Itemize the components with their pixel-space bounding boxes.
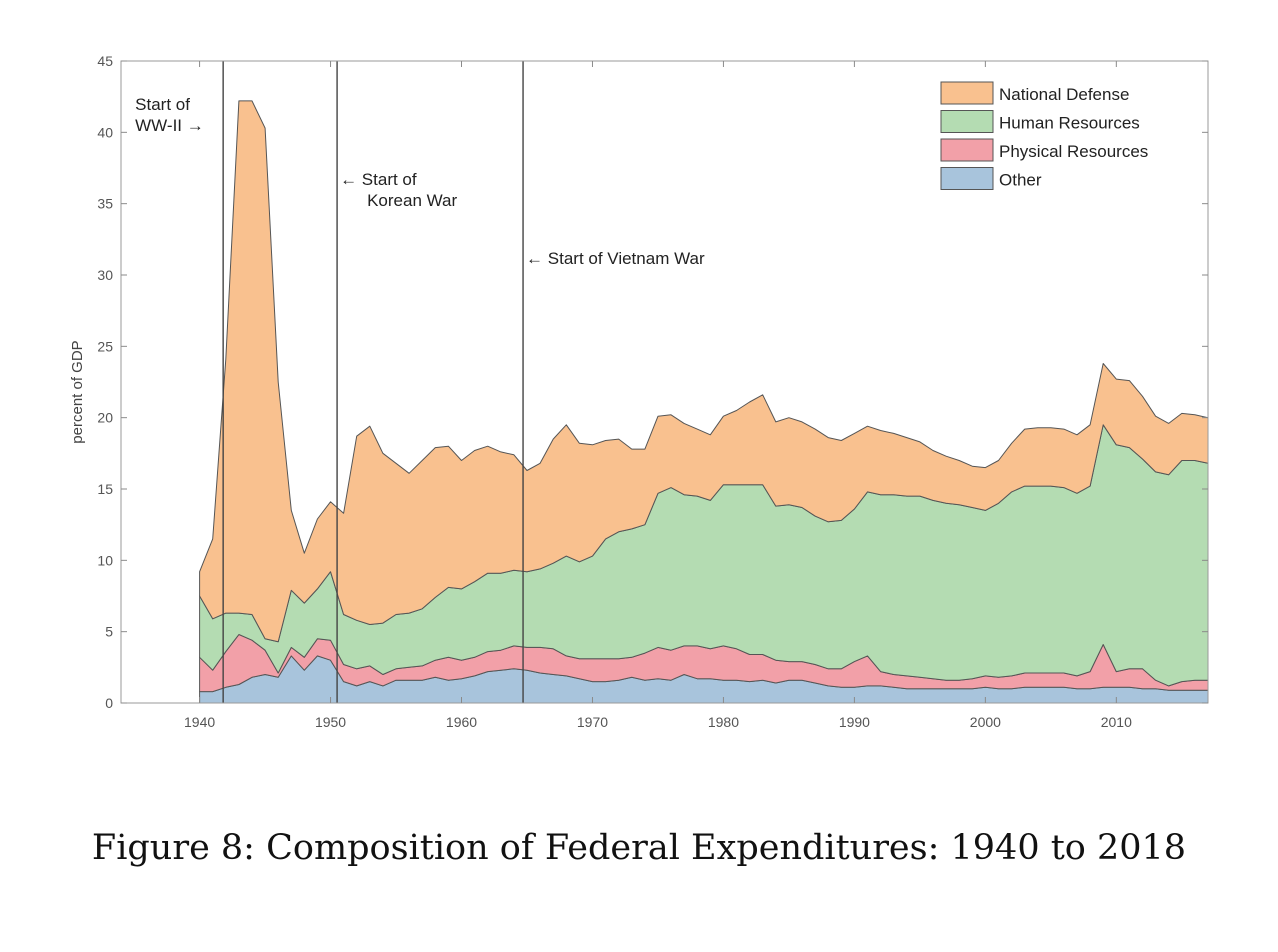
y-tick-label: 15 — [97, 481, 113, 497]
stacked-area-chart: 0 5 10 15 20 25 30 35 40 45 1940 1950 1960 1970 1980 19… — [69, 53, 1209, 730]
annotation-text: Start of — [135, 95, 190, 114]
axis-ticks: 0 5 10 15 20 25 30 35 40 45 1940 1950 1960 1970 1980 19… — [97, 53, 1208, 730]
y-tick-label: 40 — [97, 124, 113, 140]
annotation-text: ← Start of Vietnam War — [526, 249, 705, 268]
x-tick-label: 1960 — [446, 714, 477, 730]
y-tick-label: 25 — [97, 338, 113, 354]
plot-frame — [120, 60, 1209, 704]
legend-swatch — [940, 138, 994, 162]
legend-label: Physical Resources — [999, 142, 1148, 161]
y-axis-label: percent of GDP — [69, 340, 86, 443]
x-tick-label: 2000 — [970, 714, 1001, 730]
annotation-text: WW-II → — [135, 116, 204, 135]
legend-label: Other — [999, 171, 1042, 190]
y-tick-label: 20 — [97, 410, 113, 426]
y-tick-label: 10 — [97, 552, 113, 568]
x-tick-label: 1980 — [708, 714, 739, 730]
legend-swatch — [940, 167, 994, 190]
annotation-text: Korean War — [367, 191, 457, 210]
annotations: Start of WW-II → ← Start of Korean War ← Sta… — [135, 95, 705, 268]
legend-swatch — [940, 110, 994, 133]
annotation-text: ← Start of — [340, 170, 417, 189]
x-tick-label: 1940 — [184, 714, 215, 730]
figure-caption: Figure 8: Composition of Federal Expendi… — [91, 828, 1187, 868]
y-tick-label: 0 — [105, 695, 113, 711]
event-lines — [222, 61, 524, 703]
x-tick-label: 1970 — [577, 714, 608, 730]
legend: National Defense Human Resources Physical … — [935, 74, 1193, 200]
legend-swatch — [940, 81, 994, 105]
x-tick-label: 2010 — [1101, 714, 1132, 730]
y-tick-label: 45 — [97, 53, 113, 69]
x-tick-label: 1990 — [839, 714, 870, 730]
x-tick-label: 1950 — [315, 714, 346, 730]
legend-label: Human Resources — [999, 114, 1140, 133]
legend-label: National Defense — [999, 85, 1129, 104]
y-tick-label: 5 — [105, 624, 113, 640]
y-tick-label: 30 — [97, 267, 113, 283]
y-tick-label: 35 — [97, 196, 113, 212]
